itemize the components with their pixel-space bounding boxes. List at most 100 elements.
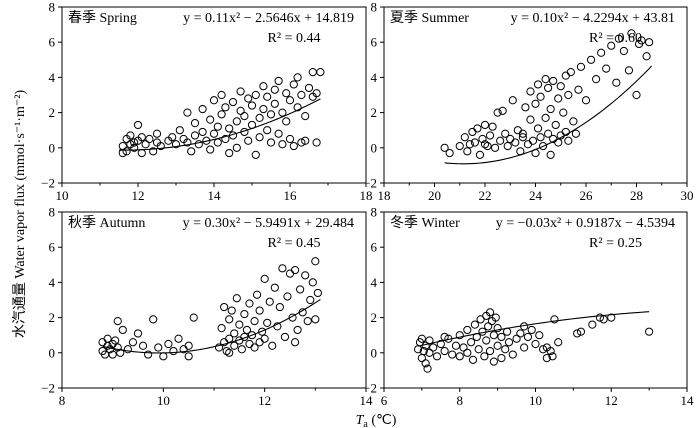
autumn-data-point <box>169 346 178 356</box>
summer-data-point <box>592 75 601 84</box>
spring-data-point <box>126 131 135 140</box>
winter-data-point <box>497 332 506 342</box>
winter-data-point <box>463 325 472 335</box>
autumn-data-point <box>230 329 239 338</box>
autumn-r-squared: R² = 0.45 <box>268 236 321 251</box>
summer-y-tick-label: 4 <box>371 70 378 85</box>
summer-data-point <box>526 87 535 96</box>
summer-data-point <box>521 103 530 112</box>
spring-data-point <box>282 117 291 126</box>
spring-data-point <box>312 89 321 98</box>
summer-data-point <box>523 140 533 149</box>
summer-data-point <box>574 85 583 94</box>
spring-data-point <box>255 113 264 122</box>
spring-data-point <box>244 136 253 145</box>
winter-data-point <box>474 345 483 354</box>
winter-data-point <box>417 334 426 343</box>
summer-data-point <box>632 90 641 100</box>
summer-data-point <box>566 68 575 77</box>
autumn-fit-equation: y = 0.30x² − 5.9491x + 29.484 <box>183 216 354 231</box>
summer-data-point <box>506 134 515 144</box>
spring-data-point <box>251 90 260 100</box>
autumn-data-point <box>189 313 198 322</box>
winter-data-point <box>607 313 616 322</box>
spring-x-tick-label: 12 <box>132 188 145 203</box>
spring-data-point <box>259 104 268 114</box>
autumn-data-point <box>283 292 292 301</box>
spring-data-point <box>297 138 306 147</box>
summer-data-point <box>511 138 520 147</box>
winter-fit-curve <box>417 311 650 347</box>
winter-panel-title: 冬季 Winter <box>390 215 460 231</box>
spring-data-point <box>263 92 272 101</box>
autumn-data-point <box>293 325 302 335</box>
summer-x-tick-label: 28 <box>630 188 643 203</box>
spring-data-point <box>274 76 283 86</box>
spring-data-point <box>198 104 207 114</box>
spring-fit-curve <box>118 98 321 151</box>
spring-data-point <box>263 126 272 135</box>
winter-data-point <box>440 346 449 356</box>
spring-data-point <box>190 119 200 128</box>
winter-data-point <box>432 352 442 361</box>
autumn-data-point <box>235 320 244 329</box>
spring-data-point <box>266 110 276 119</box>
autumn-data-point <box>225 348 234 357</box>
summer-x-tick-label: 30 <box>681 188 694 203</box>
autumn-data-point <box>265 297 274 306</box>
summer-data-point <box>536 92 545 101</box>
autumn-data-point <box>275 302 284 312</box>
spring-data-point <box>149 147 158 156</box>
winter-data-point <box>550 315 559 324</box>
spring-data-point <box>289 141 298 151</box>
summer-data-point <box>503 141 512 151</box>
x-axis-label: Ta (℃) <box>356 413 397 428</box>
autumn-data-point <box>227 306 236 315</box>
autumn-x-tick-label: 8 <box>59 393 66 408</box>
spring-data-point <box>225 124 234 133</box>
summer-data-point <box>544 83 553 93</box>
spring-data-point <box>171 140 181 149</box>
winter-data-point <box>542 353 551 363</box>
summer-data-point <box>544 129 553 138</box>
spring-data-point <box>183 138 192 147</box>
spring-data-point <box>228 97 238 107</box>
winter-data-point <box>451 341 461 350</box>
spring-data-point <box>137 133 146 142</box>
spring-data-point <box>122 147 131 156</box>
summer-data-point <box>576 62 586 71</box>
summer-data-point <box>528 136 538 145</box>
summer-data-point <box>491 143 500 152</box>
summer-data-point <box>612 78 621 87</box>
summer-y-tick-label: 8 <box>371 0 378 15</box>
autumn-data-point <box>290 338 300 347</box>
winter-data-point <box>484 322 493 331</box>
autumn-data-point <box>159 352 168 361</box>
winter-data-point <box>468 355 478 364</box>
autumn-fit-curve <box>102 298 321 354</box>
y-axis-label: 水汽通量 Water vapor flux (mmol·s⁻¹·m⁻²) <box>12 90 28 339</box>
spring-data-point <box>133 120 143 130</box>
summer-data-point <box>642 52 651 61</box>
winter-data-point <box>489 331 498 340</box>
winter-x-tick-label: 10 <box>529 393 542 408</box>
summer-data-point <box>518 129 527 138</box>
spring-data-point <box>251 150 260 159</box>
spring-y-tick-label: 6 <box>49 35 56 50</box>
summer-data-point <box>586 55 596 64</box>
winter-data-point <box>501 345 510 354</box>
spring-data-point <box>183 108 192 117</box>
autumn-data-point <box>255 306 264 315</box>
winter-data-point <box>493 341 502 350</box>
winter-data-point <box>419 346 428 356</box>
winter-data-point <box>455 331 464 340</box>
x-axis-label-main: T <box>356 413 365 428</box>
spring-data-point <box>168 133 177 142</box>
summer-data-point <box>460 133 469 142</box>
winter-data-point <box>489 357 498 366</box>
spring-data-point <box>282 89 291 98</box>
summer-data-point <box>493 108 502 117</box>
spring-panel-title: 春季 Spring <box>68 10 137 26</box>
autumn-data-point <box>133 329 143 338</box>
